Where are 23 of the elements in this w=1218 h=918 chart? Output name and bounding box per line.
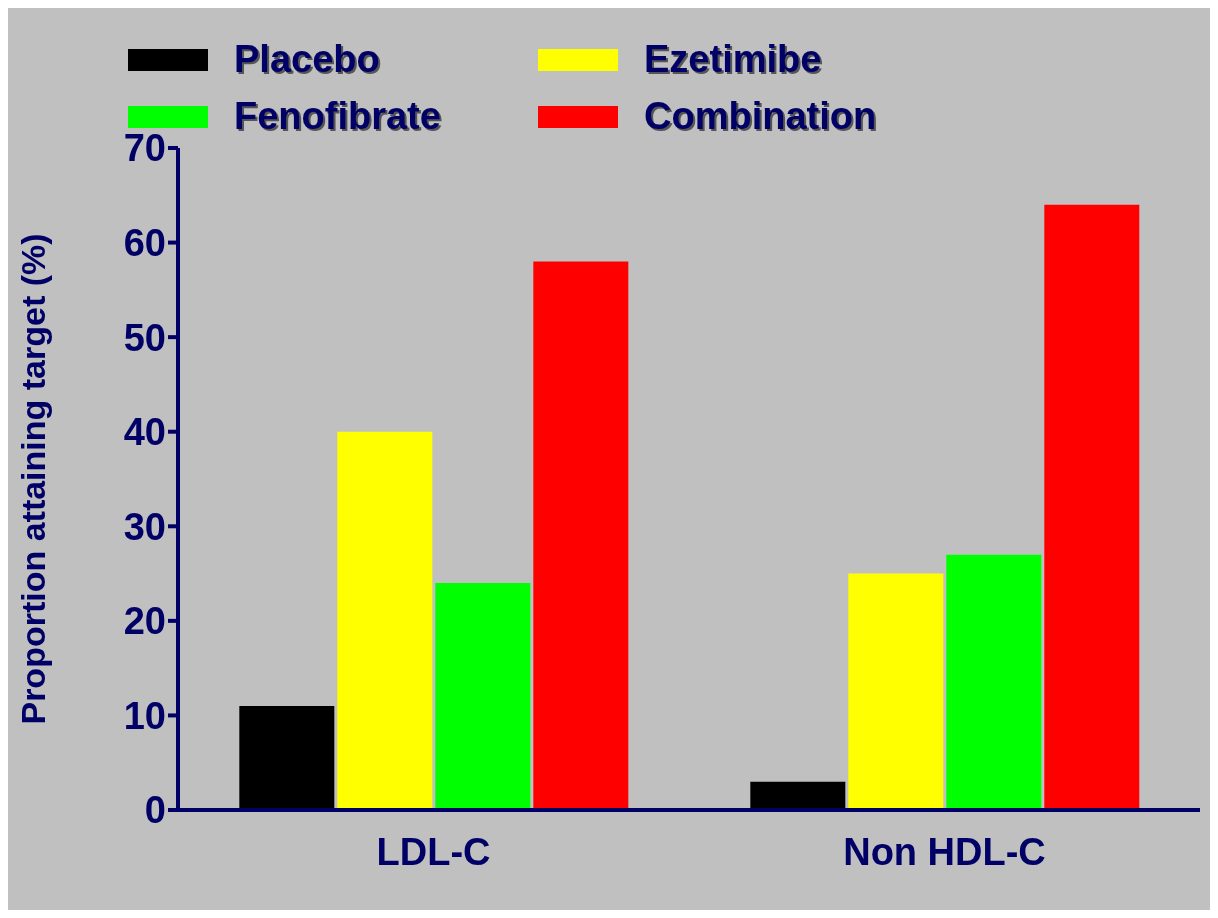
- bar: [750, 781, 846, 810]
- bar: [435, 583, 531, 810]
- y-tick-label: 40: [123, 411, 166, 454]
- legend-label: Placebo: [234, 38, 380, 81]
- bar: [533, 261, 629, 810]
- x-tick-label: LDL-C: [376, 830, 491, 873]
- y-tick-label: 30: [123, 505, 166, 548]
- bar: [848, 573, 944, 810]
- y-tick-label: 70: [123, 127, 166, 170]
- legend-label: Ezetimibe: [644, 38, 822, 81]
- bar: [1044, 204, 1140, 810]
- y-axis-title: Proportion attaining target (%): [14, 233, 53, 725]
- y-tick-label: 0: [144, 789, 166, 832]
- bar: [239, 705, 335, 810]
- legend-label: Fenofibrate: [234, 95, 441, 138]
- x-tick-label: Non HDL-C: [843, 830, 1046, 873]
- bar: [946, 554, 1042, 810]
- y-tick-label: 60: [123, 222, 166, 265]
- y-tick-label: 50: [123, 316, 166, 359]
- y-tick-label: 20: [123, 600, 166, 643]
- y-tick-label: 10: [123, 694, 166, 737]
- legend-label: Combination: [644, 95, 877, 138]
- bar: [337, 431, 433, 810]
